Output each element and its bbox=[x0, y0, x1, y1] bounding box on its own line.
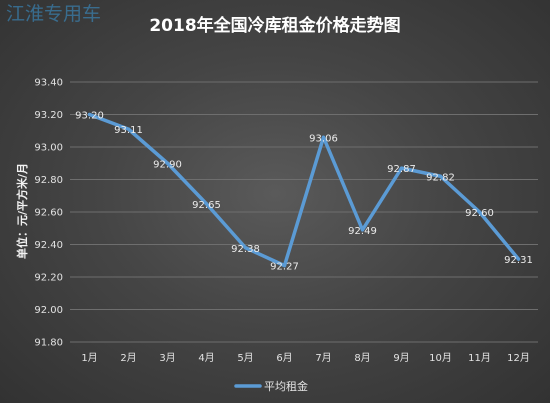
watermark-text: 江淮专用车 bbox=[6, 3, 101, 25]
y-tick-label: 92.00 bbox=[34, 305, 63, 316]
x-tick-label: 5月 bbox=[237, 352, 253, 364]
data-point bbox=[516, 257, 521, 261]
y-tick-label: 93.20 bbox=[34, 110, 63, 121]
data-label: 92.82 bbox=[426, 172, 455, 183]
data-label: 93.06 bbox=[309, 133, 338, 144]
data-point bbox=[165, 161, 170, 165]
data-label: 92.87 bbox=[387, 164, 416, 175]
x-tick-label: 6月 bbox=[276, 352, 292, 364]
series-line bbox=[87, 112, 521, 268]
data-label: 92.65 bbox=[192, 200, 221, 211]
x-tick-label: 8月 bbox=[354, 352, 370, 364]
data-point bbox=[126, 127, 131, 131]
y-tick-label: 92.60 bbox=[34, 208, 63, 219]
y-tick-label: 93.40 bbox=[34, 78, 63, 89]
x-tick-label: 9月 bbox=[393, 352, 409, 364]
data-label: 92.90 bbox=[153, 159, 182, 170]
x-tick-label: 12月 bbox=[507, 352, 530, 364]
data-label: 93.20 bbox=[75, 111, 104, 122]
data-labels: 93.20 93.11 92.90 92.65 92.38 92.27 93.06 92.49… bbox=[75, 111, 533, 273]
x-tick-label: 7月 bbox=[315, 352, 331, 364]
x-tick-label: 11月 bbox=[468, 352, 491, 364]
y-tick-label: 92.80 bbox=[34, 175, 63, 186]
data-point bbox=[321, 135, 326, 139]
chart-title: 2018年全国冷库租金价格走势图 bbox=[149, 15, 400, 36]
data-point bbox=[87, 112, 92, 117]
series-group bbox=[87, 112, 521, 268]
data-label: 92.49 bbox=[348, 226, 377, 237]
legend-label: 平均租金 bbox=[264, 379, 308, 393]
data-point bbox=[243, 246, 248, 250]
y-axis-ticks: 91.80 92.00 92.20 92.40 92.60 92.80 93.00 93.20… bbox=[34, 78, 63, 349]
y-tick-label: 91.80 bbox=[34, 338, 63, 349]
data-point bbox=[477, 210, 482, 214]
x-tick-label: 2月 bbox=[120, 352, 136, 364]
x-tick-label: 1月 bbox=[81, 352, 97, 364]
legend: 平均租金 bbox=[234, 379, 308, 393]
data-label: 92.27 bbox=[270, 262, 299, 273]
x-axis-ticks: 1月 2月 3月 4月 5月 6月 7月 8月 9月 10月 11月 12月 bbox=[81, 352, 530, 364]
data-point bbox=[204, 202, 209, 206]
data-label: 92.31 bbox=[504, 255, 533, 266]
data-point bbox=[360, 228, 365, 232]
x-tick-label: 3月 bbox=[159, 352, 175, 364]
data-point bbox=[438, 174, 443, 178]
data-label: 93.11 bbox=[114, 125, 143, 136]
y-tick-label: 92.40 bbox=[34, 240, 63, 251]
x-tick-label: 4月 bbox=[198, 352, 214, 364]
data-label: 92.38 bbox=[231, 244, 260, 255]
y-axis-label: 单位：元/平方米/月 bbox=[15, 163, 29, 259]
data-label: 92.60 bbox=[465, 208, 494, 219]
y-tick-label: 92.20 bbox=[34, 273, 63, 284]
y-tick-label: 93.00 bbox=[34, 143, 63, 154]
x-tick-label: 10月 bbox=[429, 352, 452, 364]
data-point bbox=[282, 264, 287, 268]
data-point bbox=[399, 166, 404, 170]
